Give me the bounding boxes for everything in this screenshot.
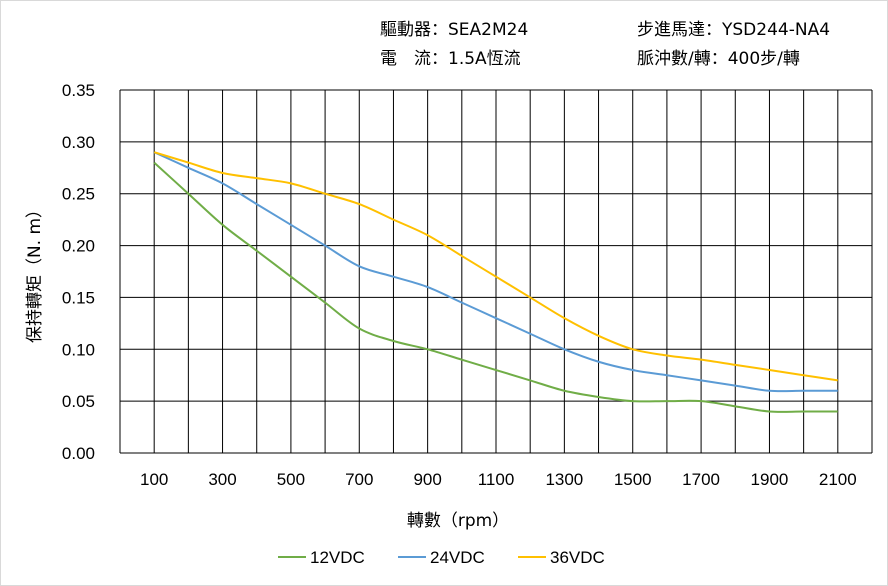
y-tick-label: 0.20 (62, 237, 95, 256)
x-tick-label: 100 (140, 470, 168, 489)
x-tick-label: 1100 (478, 470, 515, 489)
x-axis-label: 轉數（rpm） (407, 511, 509, 531)
x-tick-label: 500 (277, 470, 305, 489)
driver-label: 驅動器：SEA2M24 (380, 20, 529, 40)
y-tick-label: 0.10 (62, 340, 95, 359)
x-tick-label: 1700 (682, 470, 720, 489)
y-axis-label: 保持轉矩（N. m） (25, 201, 45, 343)
x-tick-label: 1900 (751, 470, 789, 489)
legend-entry: 12VDC (310, 548, 365, 567)
y-tick-label: 0.00 (62, 444, 95, 463)
legend-entry: 24VDC (430, 548, 485, 567)
series-line-12VDC (153, 161, 838, 413)
motor-label: 步進馬達：YSD244-NA4 (637, 20, 831, 40)
x-tick-label: 1300 (545, 470, 583, 489)
x-tick-label: 300 (208, 470, 236, 489)
current-label: 電 流：1.5A恆流 (380, 49, 521, 69)
x-tick-label: 900 (413, 470, 441, 489)
legend-entry: 36VDC (550, 548, 605, 567)
y-tick-label: 0.15 (62, 288, 95, 307)
y-tick-label: 0.05 (62, 392, 95, 411)
pulse-label: 脈沖數/轉：400步/轉 (637, 49, 800, 69)
x-tick-label: 2100 (819, 470, 857, 489)
series-line-36VDC (153, 151, 838, 382)
series-line-24VDC (153, 151, 838, 393)
x-tick-label: 700 (345, 470, 373, 489)
y-tick-label: 0.35 (62, 81, 95, 100)
y-tick-label: 0.25 (62, 185, 95, 204)
x-tick-label: 1500 (614, 470, 652, 489)
y-tick-label: 0.30 (62, 133, 95, 152)
